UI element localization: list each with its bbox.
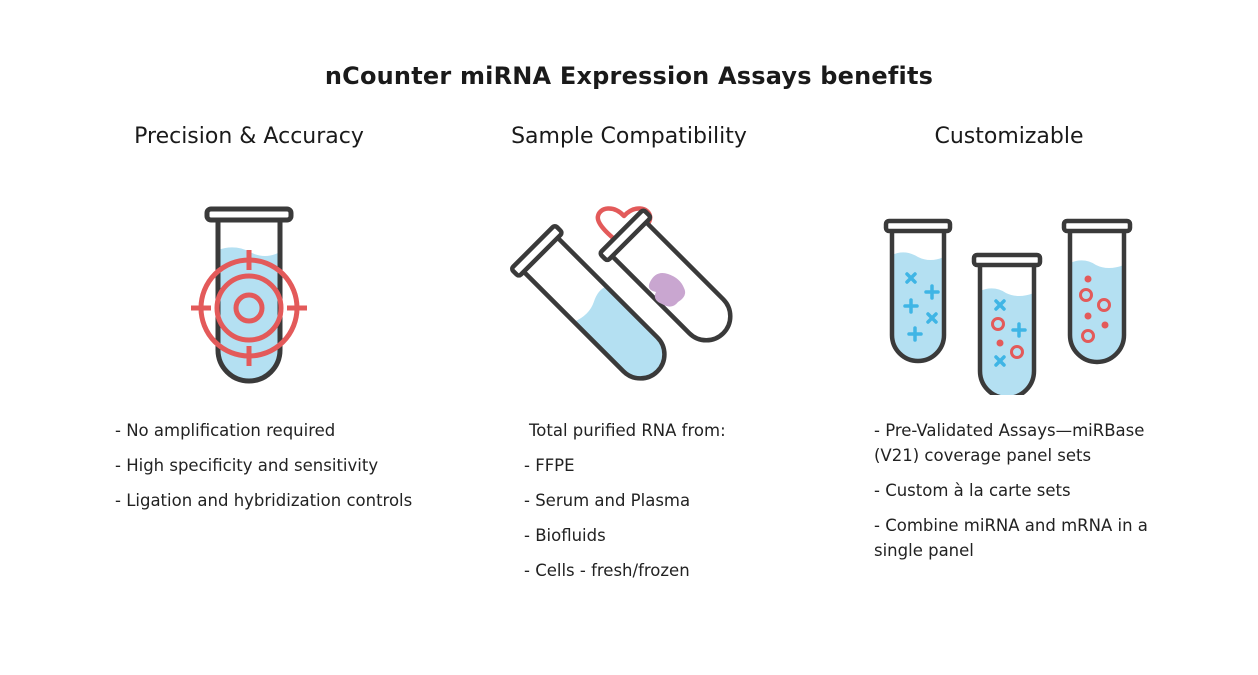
benefit-list-samples: - FFPE - Serum and Plasma - Biofluids - … <box>524 453 824 593</box>
list-item: - No amplification required <box>115 421 336 440</box>
test-tube-target-icon <box>191 206 307 384</box>
list-item: - Custom à la carte sets <box>874 481 1071 500</box>
column-heading-sample-compatibility: Sample Compatibility <box>511 124 747 149</box>
list-item: - Serum and Plasma <box>524 491 691 510</box>
list-item: - Biofluids <box>524 526 606 545</box>
list-item: - Combine miRNA and mRNA in a single pan… <box>874 516 1148 560</box>
list-item: - Pre-Validated Assays—miRBase (V21) cov… <box>874 421 1145 465</box>
benefit-list-customizable: - Pre-Validated Assays—miRBase (V21) cov… <box>874 418 1174 573</box>
list-item: - FFPE <box>524 456 575 475</box>
benefit-list-precision: - No amplification required - High speci… <box>115 418 445 523</box>
list-item: - High specificity and sensitivity <box>115 456 379 475</box>
sample-intro-text: Total purified RNA from: <box>529 421 726 440</box>
list-item: - Ligation and hybridization controls <box>115 491 413 510</box>
column-heading-precision: Precision & Accuracy <box>134 124 364 149</box>
test-tubes-heart-icon <box>510 206 733 381</box>
list-item: - Cells - fresh/frozen <box>524 561 690 580</box>
three-test-tubes-icon <box>883 218 1133 395</box>
page-title: nCounter miRNA Expression Assays benefit… <box>324 62 934 90</box>
column-heading-customizable: Customizable <box>934 124 1084 149</box>
